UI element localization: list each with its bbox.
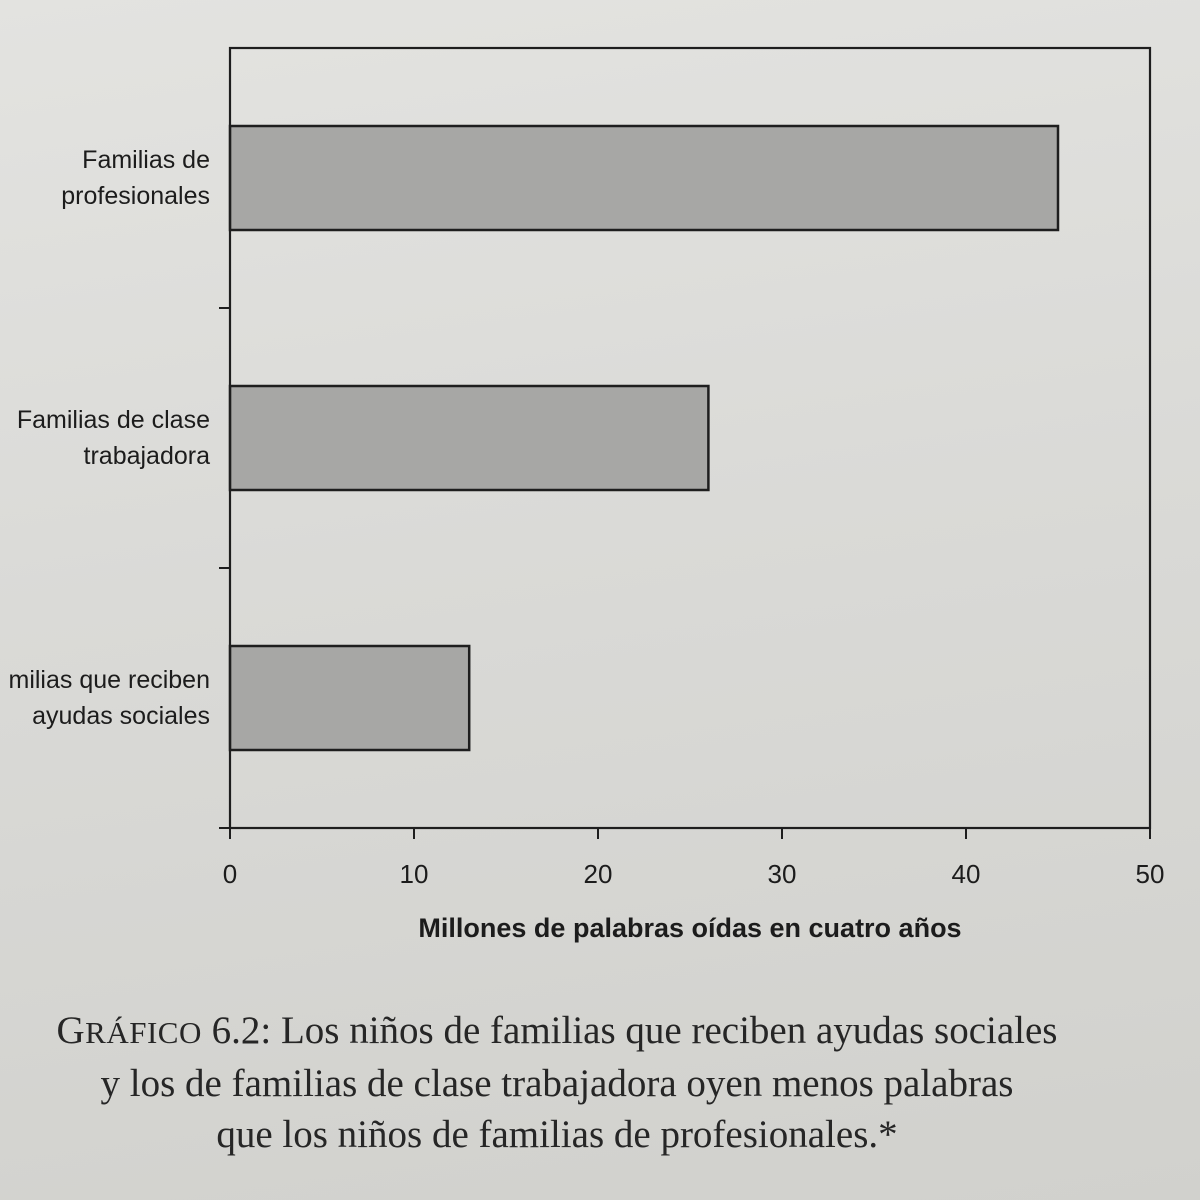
category-label-familias-de-clase-trabajadora: Familias de clase trabajadora — [16, 406, 210, 470]
plot-frame — [228, 46, 1152, 830]
caption-line-1: GRÁFICO 6.2: Los niños de familias que r… — [0, 1005, 1114, 1058]
y-axis — [219, 307, 230, 829]
bar-familias-de-profesionales — [228, 124, 1060, 232]
x-axis: 0 10 20 30 40 50 — [223, 828, 1165, 889]
bar-familias-de-clase-trabajadora — [228, 384, 710, 492]
caption-line-3: que los niños de familias de profesional… — [216, 1113, 898, 1156]
x-tick-label: 30 — [768, 859, 797, 889]
x-tick-label: 50 — [1136, 859, 1165, 889]
caption-label: GRÁFICO — [56, 1009, 202, 1052]
bar-milias-que-reciben-ayudas-sociales — [228, 644, 471, 752]
figure-caption: GRÁFICO 6.2: Los niños de familias que r… — [0, 1005, 1114, 1160]
caption-figure-number: 6.2: — [211, 1009, 272, 1052]
category-label-familias-de-profesionales: Familias de profesionales — [61, 146, 210, 210]
x-tick-label: 20 — [584, 859, 613, 889]
category-label-milias-que-reciben-ayudas-sociales: milias que reciben ayudas sociales — [8, 666, 211, 730]
bars — [228, 124, 1060, 752]
horizontal-bar-chart: 0 10 20 30 40 50 — [219, 46, 1165, 889]
caption-text: Los niños de familias que reciben ayudas… — [280, 1009, 1058, 1052]
caption-line-2: y los de familias de clase trabajadora o… — [100, 1062, 1014, 1105]
x-tick-label: 10 — [400, 859, 429, 889]
x-tick-label: 0 — [223, 859, 237, 889]
x-tick-label: 40 — [952, 859, 981, 889]
x-axis-title: Millones de palabras oídas en cuatro año… — [418, 913, 962, 943]
